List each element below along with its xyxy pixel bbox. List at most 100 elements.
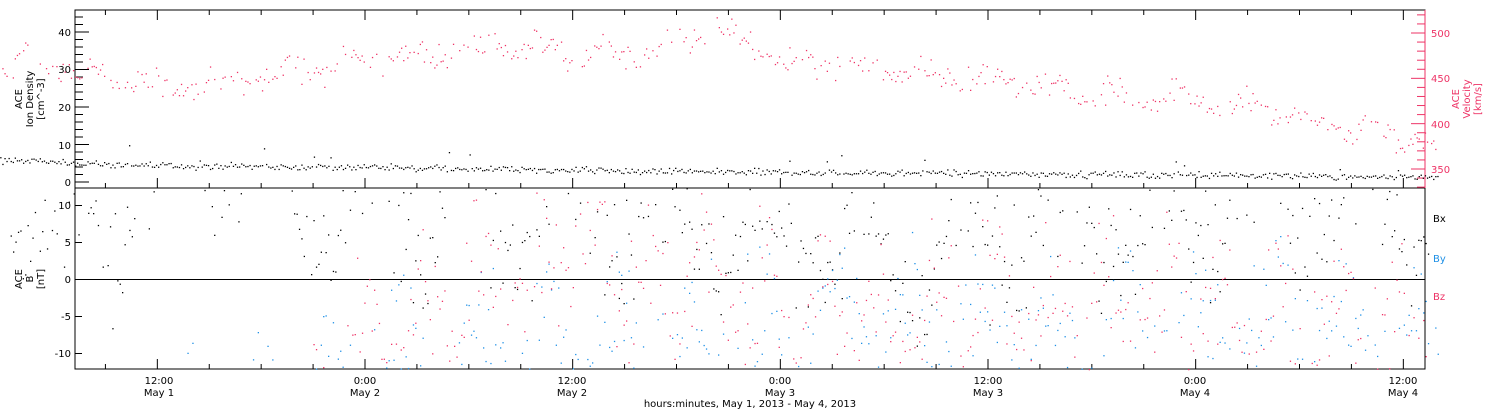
bz-point: [1030, 360, 1032, 362]
velocity-point: [48, 73, 50, 75]
bz-point: [470, 260, 473, 262]
density-point: [126, 163, 129, 165]
velocity-point: [187, 87, 189, 89]
velocity-point: [178, 95, 181, 97]
velocity-point: [895, 80, 897, 83]
bz-point: [882, 273, 885, 275]
bz-point: [749, 347, 751, 349]
density-point: [1217, 175, 1219, 177]
density-point: [729, 170, 731, 172]
bx-point: [119, 283, 121, 285]
density-point: [822, 173, 824, 176]
velocity-point: [758, 50, 760, 52]
density-point: [839, 173, 841, 175]
density-point: [1341, 174, 1343, 177]
by-point: [999, 325, 1001, 327]
velocity-point: [1327, 129, 1329, 131]
velocity-point: [932, 74, 934, 76]
density-point: [1129, 175, 1132, 178]
bx-point: [701, 224, 703, 226]
bx-point: [291, 190, 293, 192]
by-point: [657, 319, 659, 321]
density-point: [978, 171, 980, 173]
density-point: [89, 163, 91, 165]
density-point: [743, 172, 745, 174]
density-point: [361, 167, 363, 169]
density-point: [390, 163, 392, 165]
density-point: [479, 167, 482, 169]
density-point: [340, 165, 343, 167]
velocity-point: [1063, 90, 1065, 92]
density-point: [527, 168, 529, 170]
bz-point: [1173, 255, 1175, 257]
density-point: [124, 163, 127, 166]
velocity-point: [1412, 143, 1414, 145]
by-point: [604, 321, 606, 323]
by-point: [1282, 262, 1284, 265]
density-point: [506, 167, 509, 169]
velocity-point: [1100, 94, 1103, 96]
velocity-point: [940, 85, 943, 88]
density-point: [1206, 175, 1208, 177]
density-point: [305, 169, 307, 171]
velocity-point: [585, 49, 588, 52]
velocity-tick-500: 500: [1431, 29, 1450, 40]
bx-point: [790, 222, 792, 224]
bz-point: [810, 294, 812, 296]
x-tick-time-1: 0:00: [354, 376, 376, 387]
by-point: [635, 322, 637, 324]
velocity-point: [587, 59, 590, 61]
density-point: [1275, 172, 1277, 175]
bx-point: [761, 228, 763, 230]
density-point: [554, 169, 556, 171]
bz-point: [1384, 314, 1386, 316]
bx-point: [713, 288, 715, 290]
bz-point: [1098, 222, 1100, 225]
bz-point: [1335, 312, 1338, 314]
bz-point: [456, 356, 458, 358]
bx-point: [691, 228, 693, 230]
density-point: [0, 157, 2, 159]
bz-point: [1069, 260, 1071, 263]
bz-point: [1272, 315, 1275, 317]
density-point: [133, 165, 135, 167]
by-point: [858, 313, 860, 315]
density-point: [675, 167, 677, 169]
density-point: [974, 172, 976, 175]
velocity-point: [581, 66, 583, 68]
by-point: [272, 359, 274, 361]
density-point: [322, 165, 324, 168]
velocity-point: [623, 51, 625, 53]
bx-point: [1389, 190, 1391, 193]
density-point: [251, 168, 253, 170]
bx-point: [1011, 264, 1013, 266]
bz-point: [1318, 359, 1321, 361]
density-point: [1127, 176, 1130, 178]
bx-point: [604, 294, 606, 296]
bz-point: [689, 262, 691, 264]
bx-point: [807, 306, 809, 308]
density-point: [992, 173, 995, 175]
bz-point: [834, 305, 836, 307]
density-point: [567, 171, 569, 173]
velocity-point: [193, 98, 195, 101]
density-point: [1156, 175, 1159, 178]
x-tick-date-5: May 4: [1180, 388, 1210, 399]
velocity-point: [272, 78, 274, 80]
density-point: [444, 165, 446, 167]
bz-point: [730, 306, 732, 308]
bx-point: [994, 207, 996, 209]
density-point: [301, 164, 303, 166]
by-point: [1408, 314, 1410, 316]
bx-point: [594, 237, 596, 239]
density-point: [218, 167, 220, 169]
density-point: [93, 162, 95, 164]
bx-point: [1008, 287, 1011, 289]
bx-point: [512, 224, 514, 226]
density-point: [872, 171, 874, 173]
velocity-point: [288, 55, 291, 57]
density-point: [1208, 177, 1211, 180]
bz-point: [1052, 312, 1054, 314]
density-point: [1345, 178, 1348, 180]
velocity-point: [4, 73, 6, 75]
